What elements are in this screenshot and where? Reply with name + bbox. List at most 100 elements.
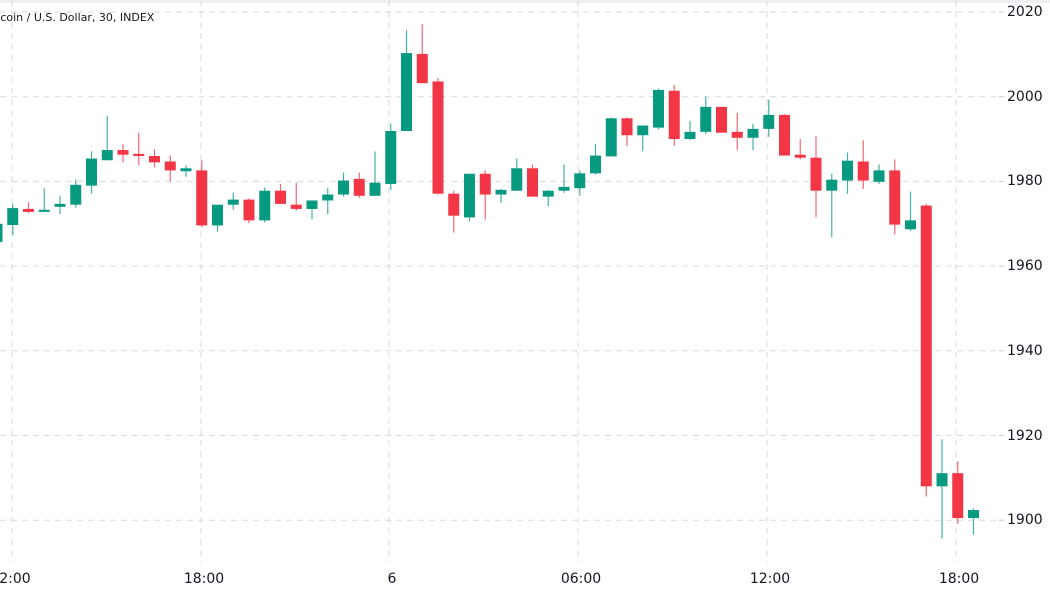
candle-body xyxy=(479,173,491,195)
candle-body xyxy=(54,203,66,207)
candle-up[interactable] xyxy=(936,439,948,539)
candle-down[interactable] xyxy=(621,117,633,147)
candle-body xyxy=(558,186,570,191)
candle-body xyxy=(369,182,381,196)
candle-down[interactable] xyxy=(779,114,790,156)
candle-body xyxy=(416,53,428,84)
candle-down[interactable] xyxy=(149,149,160,168)
candle-down[interactable] xyxy=(353,172,365,198)
candle-up[interactable] xyxy=(212,204,223,232)
candle-up[interactable] xyxy=(511,158,523,191)
candle-body xyxy=(731,131,743,138)
candle-body xyxy=(621,118,633,136)
candle-down[interactable] xyxy=(668,84,680,146)
candle-body xyxy=(86,158,97,186)
candle-body xyxy=(826,179,838,191)
candle-body xyxy=(0,223,3,242)
x-tick-label: 12:00 xyxy=(749,571,791,587)
x-tick-label: 18:00 xyxy=(938,571,980,587)
candle-body xyxy=(243,199,255,221)
candle-up[interactable] xyxy=(70,179,82,208)
candle-up[interactable] xyxy=(259,187,271,223)
candle-body xyxy=(590,155,601,174)
x-tick-label: 06:00 xyxy=(560,571,602,587)
candle-body xyxy=(605,118,617,157)
candle-up[interactable] xyxy=(54,195,66,215)
candle-body xyxy=(338,180,349,195)
candle-down[interactable] xyxy=(133,132,145,166)
candle-up[interactable] xyxy=(227,192,239,210)
candle-down[interactable] xyxy=(275,183,286,204)
candle-body xyxy=(653,89,664,128)
candle-down[interactable] xyxy=(290,182,302,211)
candle-down[interactable] xyxy=(416,24,428,84)
candle-down[interactable] xyxy=(23,202,34,214)
candle-up[interactable] xyxy=(86,151,97,194)
candle-down[interactable] xyxy=(731,112,743,151)
candle-body xyxy=(38,209,50,212)
candle-up[interactable] xyxy=(558,164,570,193)
candle-up[interactable] xyxy=(653,88,664,130)
candle-up[interactable] xyxy=(873,164,885,184)
candle-body xyxy=(700,106,712,132)
candle-up[interactable] xyxy=(385,123,397,190)
candle-down[interactable] xyxy=(889,159,901,235)
candle-down[interactable] xyxy=(243,198,255,224)
candle-up[interactable] xyxy=(38,188,50,212)
candle-body xyxy=(196,170,208,226)
candle-up[interactable] xyxy=(322,188,334,215)
candle-down[interactable] xyxy=(196,160,208,228)
candle-up[interactable] xyxy=(574,170,586,196)
candle-body xyxy=(873,170,885,182)
candle-up[interactable] xyxy=(306,200,318,220)
candle-down[interactable] xyxy=(117,144,129,163)
candle-up[interactable] xyxy=(180,165,192,177)
candle-body xyxy=(385,131,397,184)
candle-up[interactable] xyxy=(0,220,3,245)
candle-down[interactable] xyxy=(920,203,932,497)
candle-down[interactable] xyxy=(448,190,460,233)
candle-body xyxy=(259,190,271,221)
candle-down[interactable] xyxy=(810,136,822,218)
candle-down[interactable] xyxy=(527,164,538,197)
candle-down[interactable] xyxy=(952,461,964,525)
candle-up[interactable] xyxy=(763,99,775,137)
candle-down[interactable] xyxy=(432,78,444,195)
candle-down[interactable] xyxy=(479,170,491,220)
candle-up[interactable] xyxy=(590,143,601,175)
candle-down[interactable] xyxy=(794,139,806,160)
candle-down[interactable] xyxy=(716,106,727,133)
candle-body xyxy=(23,208,34,212)
candle-up[interactable] xyxy=(542,189,554,206)
candle-up[interactable] xyxy=(401,30,412,132)
candle-up[interactable] xyxy=(605,117,617,157)
candle-down[interactable] xyxy=(857,140,869,190)
x-tick-label: 2:00 xyxy=(0,571,31,587)
candle-up[interactable] xyxy=(464,173,475,222)
candle-body xyxy=(668,90,680,140)
candle-body xyxy=(810,157,822,191)
candle-up[interactable] xyxy=(905,191,916,231)
candle-up[interactable] xyxy=(7,203,19,236)
candle-body xyxy=(794,154,806,158)
candle-up[interactable] xyxy=(684,120,696,140)
candle-up[interactable] xyxy=(101,115,113,161)
candle-up[interactable] xyxy=(637,125,649,152)
candle-body xyxy=(322,194,334,201)
candle-up[interactable] xyxy=(369,151,381,196)
candle-up[interactable] xyxy=(338,172,349,197)
candle-up[interactable] xyxy=(968,508,979,535)
candle-up[interactable] xyxy=(826,173,838,238)
candle-down[interactable] xyxy=(164,155,176,182)
candle-up[interactable] xyxy=(495,189,507,203)
candle-up[interactable] xyxy=(747,123,759,151)
candle-up[interactable] xyxy=(842,152,853,194)
candle-body xyxy=(212,204,223,226)
candle-up[interactable] xyxy=(700,96,712,134)
candle-body xyxy=(290,204,302,209)
candle-body xyxy=(101,150,113,161)
candle-body xyxy=(180,168,192,172)
candle-body xyxy=(763,114,775,129)
